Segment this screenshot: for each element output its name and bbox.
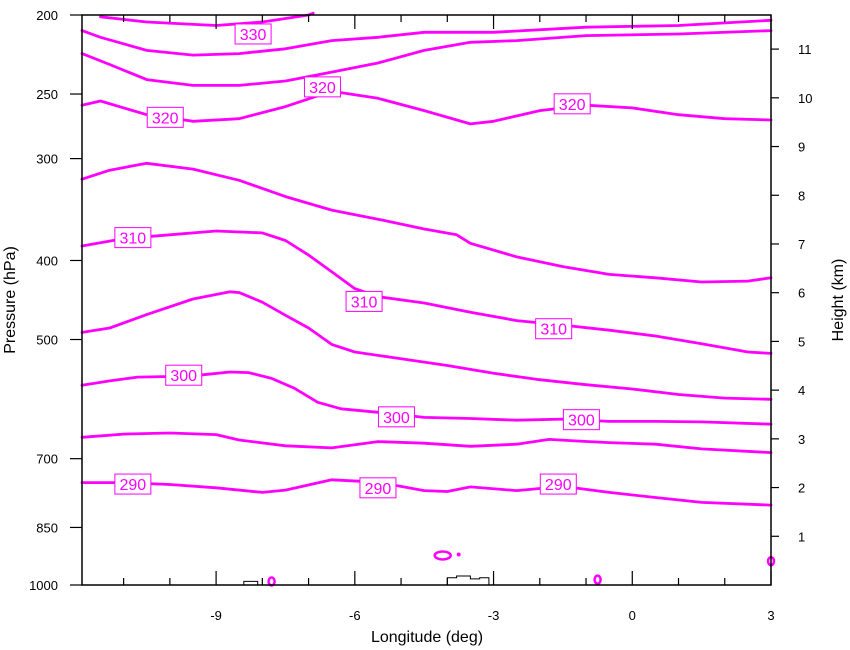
plot-frame bbox=[81, 14, 772, 586]
contour-line-320 bbox=[80, 29, 773, 87]
y-tick-label: 400 bbox=[36, 253, 58, 268]
x-tick-label: -9 bbox=[210, 608, 222, 623]
y2-tick-label: 2 bbox=[798, 481, 805, 496]
contour-line-310 bbox=[80, 161, 773, 284]
terrain-outline-segment bbox=[446, 575, 490, 585]
y-tick-label: 250 bbox=[36, 87, 58, 102]
y2-tick-label: 4 bbox=[798, 383, 805, 398]
contour-label-box bbox=[539, 473, 577, 495]
contour-label: 290 bbox=[365, 481, 392, 498]
contour-label-box bbox=[553, 93, 591, 115]
contour-label: 320 bbox=[152, 110, 179, 127]
y-tick-label: 300 bbox=[36, 152, 58, 167]
terrain-outline-segment bbox=[243, 580, 259, 585]
contour-label-box bbox=[146, 106, 184, 128]
contour-label: 300 bbox=[568, 413, 595, 430]
contour-label: 320 bbox=[309, 80, 336, 97]
y2-axis-title: Height (km) bbox=[830, 259, 847, 342]
y2-tick-label: 7 bbox=[798, 237, 805, 252]
y-tick-label: 200 bbox=[36, 8, 58, 23]
contour-label-box bbox=[114, 227, 152, 249]
contour-lines bbox=[80, 11, 776, 587]
x-tick-label: 3 bbox=[767, 608, 774, 623]
y2-tick-label: 9 bbox=[798, 140, 805, 155]
contour-line-320 bbox=[80, 89, 773, 126]
contour-label: 310 bbox=[540, 322, 567, 339]
contour-label-box bbox=[303, 76, 341, 98]
y2-tick-label: 5 bbox=[798, 334, 805, 349]
contour-label-box bbox=[562, 409, 600, 431]
contour-label: 290 bbox=[120, 477, 147, 494]
contour-label-box bbox=[234, 23, 272, 45]
small-contour-loop bbox=[593, 574, 602, 585]
terrain-outline bbox=[243, 575, 490, 585]
contour-label-box bbox=[345, 290, 383, 312]
contour-label: 330 bbox=[240, 27, 267, 44]
y2-tick-label: 6 bbox=[798, 286, 805, 301]
y2-tick-label: 3 bbox=[798, 432, 805, 447]
x-tick-label: -3 bbox=[488, 608, 500, 623]
small-contour-dot bbox=[456, 552, 461, 557]
contour-label-box bbox=[359, 477, 397, 499]
contour-line-330 bbox=[80, 18, 773, 57]
x-tick-label: -6 bbox=[349, 608, 361, 623]
x-tick-label: 0 bbox=[629, 608, 636, 623]
y2-tick-label: 1 bbox=[798, 529, 805, 544]
small-contour-loop bbox=[267, 576, 276, 587]
contour-label-box bbox=[114, 473, 152, 495]
contour-label-box bbox=[535, 318, 573, 340]
small-contour-loop bbox=[433, 550, 452, 561]
y-tick-label: 850 bbox=[36, 520, 58, 535]
y-axis-title: Pressure (hPa) bbox=[2, 246, 19, 354]
contour-label: 300 bbox=[170, 368, 197, 385]
y-tick-label: 700 bbox=[36, 452, 58, 467]
contour-label: 310 bbox=[351, 294, 378, 311]
y2-tick-label: 8 bbox=[798, 188, 805, 203]
x-axis-title: Longitude (deg) bbox=[371, 629, 483, 646]
contour-label: 300 bbox=[383, 410, 410, 427]
y-tick-label: 1000 bbox=[29, 578, 58, 593]
contour-line-310 bbox=[80, 229, 773, 355]
y2-tick-label: 11 bbox=[798, 42, 812, 57]
contour-label: 310 bbox=[120, 231, 147, 248]
contour-line-290 bbox=[80, 478, 773, 507]
contour-labels: 330 320 320 320 310 310 310 300 300 300 290 290 290 bbox=[114, 23, 600, 499]
axes: -9 -6 -3 0 3 1000 850 700 500 400 300 250 200 1 2 3 4 5 6 7… bbox=[29, 8, 812, 623]
y-tick-label: 500 bbox=[36, 333, 58, 348]
contour-line-300 bbox=[80, 431, 773, 454]
contour-label-box bbox=[165, 364, 203, 386]
contour-line-310 bbox=[80, 290, 773, 401]
contour-label: 290 bbox=[545, 477, 572, 494]
y2-tick-label: 10 bbox=[798, 91, 812, 106]
contour-label-box bbox=[377, 406, 415, 428]
contour-label: 320 bbox=[559, 97, 586, 114]
